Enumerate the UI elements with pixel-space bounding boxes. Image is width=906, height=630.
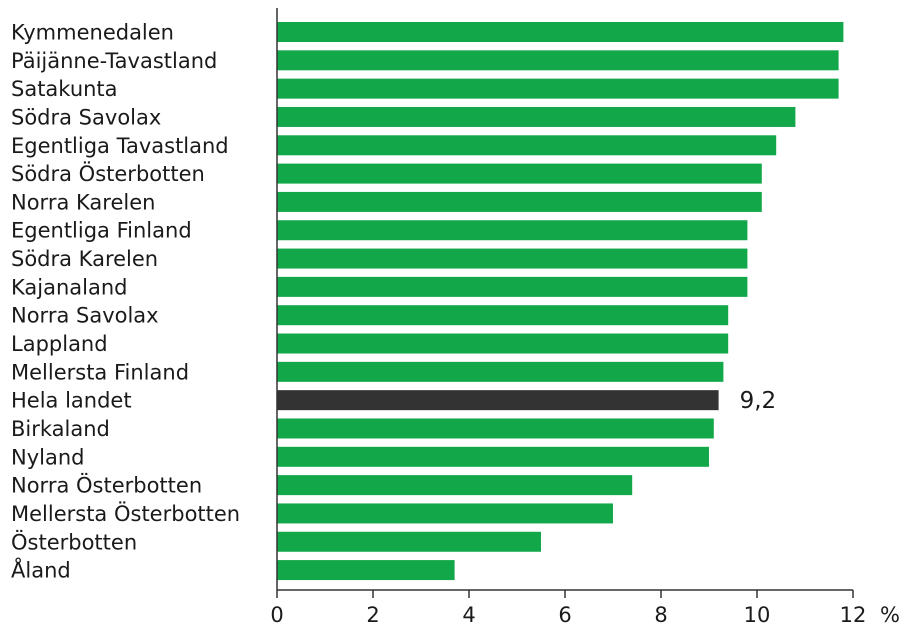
category-label-nyland: Nyland xyxy=(11,445,84,469)
x-tick-label-4: 4 xyxy=(462,603,475,627)
bar-sodra-osterbotten xyxy=(277,163,762,184)
bar-satakunta xyxy=(277,78,839,99)
bar-norra-savolax xyxy=(277,305,729,326)
bar-osterbotten xyxy=(277,531,541,552)
bar-mellersta-osterbotten xyxy=(277,503,613,524)
category-label-birkaland: Birkaland xyxy=(11,417,110,441)
category-label-egentliga-tavastland: Egentliga Tavastland xyxy=(11,134,229,158)
bar-norra-osterbotten xyxy=(277,475,633,496)
category-label-lappland: Lappland xyxy=(11,332,108,356)
category-label-satakunta: Satakunta xyxy=(11,77,118,101)
category-labels-group: Kymmenedalen Päijänne-Tavastland Satakunta… xyxy=(11,21,240,583)
category-label-paijanne-tavastland: Päijänne-Tavastland xyxy=(11,49,217,73)
bar-kymmenedalen xyxy=(277,22,844,42)
bar-egentliga-finland xyxy=(277,220,748,241)
category-label-norra-osterbotten: Norra Österbotten xyxy=(11,473,202,498)
x-tick-label-8: 8 xyxy=(654,603,667,627)
category-label-sodra-savolax: Södra Savolax xyxy=(11,105,161,129)
x-tick-label-0: 0 xyxy=(270,603,283,627)
category-label-egentliga-finland: Egentliga Finland xyxy=(11,219,192,243)
bar-hela-landet xyxy=(277,390,719,411)
bar-aland xyxy=(277,560,455,581)
data-label-hela-landet: 9,2 xyxy=(740,388,777,414)
bar-birkaland xyxy=(277,418,714,439)
bar-sodra-savolax xyxy=(277,106,796,127)
bar-paijanne-tavastland xyxy=(277,50,839,71)
category-label-aland: Åland xyxy=(11,557,71,583)
category-label-norra-savolax: Norra Savolax xyxy=(11,304,159,328)
bar-kajanaland xyxy=(277,276,748,297)
x-tick-label-12: 12 xyxy=(840,603,867,627)
x-axis-ticks-group: 0 2 4 6 8 10 12 xyxy=(270,590,866,627)
x-axis-unit-label: % xyxy=(880,603,900,627)
category-label-sodra-osterbotten: Södra Österbotten xyxy=(11,161,205,186)
category-label-osterbotten: Österbotten xyxy=(11,529,137,554)
bars-group xyxy=(277,22,844,581)
x-tick-label-6: 6 xyxy=(558,603,571,627)
category-label-mellersta-finland: Mellersta Finland xyxy=(11,360,189,384)
bar-norra-karelen xyxy=(277,191,762,212)
data-labels-group: 9,2 xyxy=(740,388,777,414)
category-label-hela-landet: Hela landet xyxy=(11,389,132,413)
bar-sodra-karelen xyxy=(277,248,748,269)
x-tick-label-2: 2 xyxy=(366,603,379,627)
category-label-kajanaland: Kajanaland xyxy=(11,275,128,299)
category-label-sodra-karelen: Södra Karelen xyxy=(11,247,158,271)
category-label-kymmenedalen: Kymmenedalen xyxy=(11,21,174,45)
bar-egentliga-tavastland xyxy=(277,135,777,156)
bar-nyland xyxy=(277,446,709,467)
category-label-norra-karelen: Norra Karelen xyxy=(11,190,155,214)
category-label-mellersta-osterbotten: Mellersta Österbotten xyxy=(11,501,240,526)
bar-mellersta-finland xyxy=(277,361,724,382)
x-tick-label-10: 10 xyxy=(744,603,771,627)
bar-lappland xyxy=(277,333,729,354)
